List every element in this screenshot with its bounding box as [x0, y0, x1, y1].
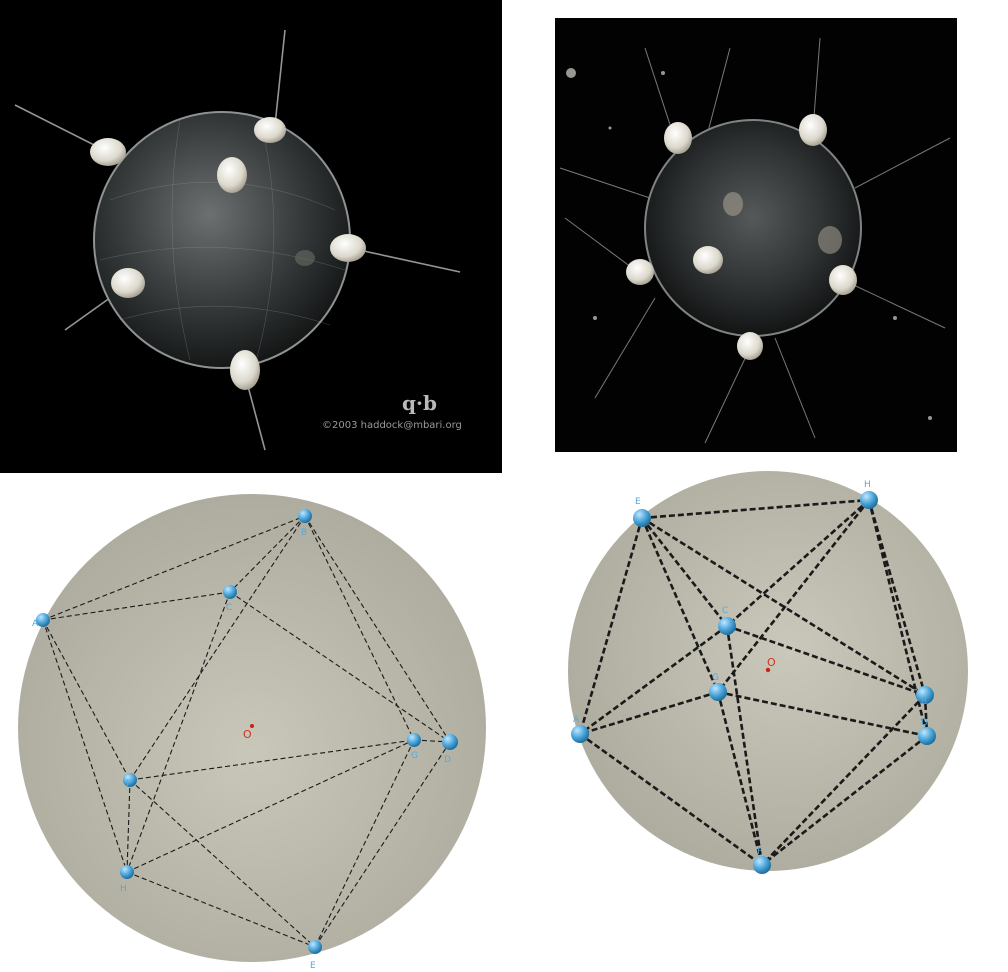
vertex [442, 734, 458, 750]
vertex [571, 725, 589, 743]
vertex [916, 686, 934, 704]
polyhedron-vertices [571, 491, 936, 874]
vertex-label: A [573, 715, 580, 725]
photo-logo: q·b [402, 391, 437, 415]
vertex [298, 509, 312, 523]
vertex-label: D [921, 718, 928, 728]
jellyfish-photo-left: q·b ©2003 haddock@mbari.org [0, 0, 502, 473]
polyhedron-diagram-left: B C A D E G H F O [18, 494, 486, 971]
center-label: O [243, 728, 252, 741]
vertex [120, 865, 134, 879]
jellyfish-photo-icon: q·b ©2003 haddock@mbari.org [14, 29, 462, 451]
jellyfish-photo-right [555, 18, 957, 452]
vertex-label: E [310, 961, 316, 971]
vertex-label: C [226, 603, 232, 613]
center-label: O [767, 656, 776, 669]
vertex-label: G [712, 673, 719, 683]
vertex [308, 940, 322, 954]
vertex [918, 727, 936, 745]
vertex-label: F [126, 779, 131, 789]
polyhedron-edges [578, 498, 929, 867]
vertex-label: H [120, 884, 127, 894]
polyhedron-vertices [36, 509, 458, 954]
vertex [753, 856, 771, 874]
vertex-label: B [301, 528, 307, 538]
jellyfish-photo-icon [559, 37, 951, 444]
center-point [250, 724, 254, 728]
vertex [709, 683, 727, 701]
vertex-label: E [635, 497, 641, 507]
vertex-label: G [411, 751, 418, 761]
vertex-label: D [444, 755, 451, 765]
photo-credit: ©2003 haddock@mbari.org [322, 420, 462, 431]
vertex-label: F [757, 847, 762, 857]
vertex-label: H [864, 480, 871, 490]
vertex [223, 585, 237, 599]
vertex [36, 613, 50, 627]
vertex-label: A [32, 619, 39, 629]
vertex [718, 617, 736, 635]
vertex [407, 733, 421, 747]
sphere-model-left: B C A D E G H F O [0, 480, 500, 972]
vertex [860, 491, 878, 509]
sphere-model-right: E H C G A B D F O [555, 460, 985, 880]
polyhedron-diagram-right: E H C G A B D F O [568, 471, 968, 874]
polyhedron-edges [42, 515, 451, 948]
vertex-label: C [722, 606, 728, 616]
center-point [765, 667, 771, 673]
vertex [123, 773, 137, 787]
vertex-label: B [921, 697, 927, 707]
vertex [633, 509, 651, 527]
